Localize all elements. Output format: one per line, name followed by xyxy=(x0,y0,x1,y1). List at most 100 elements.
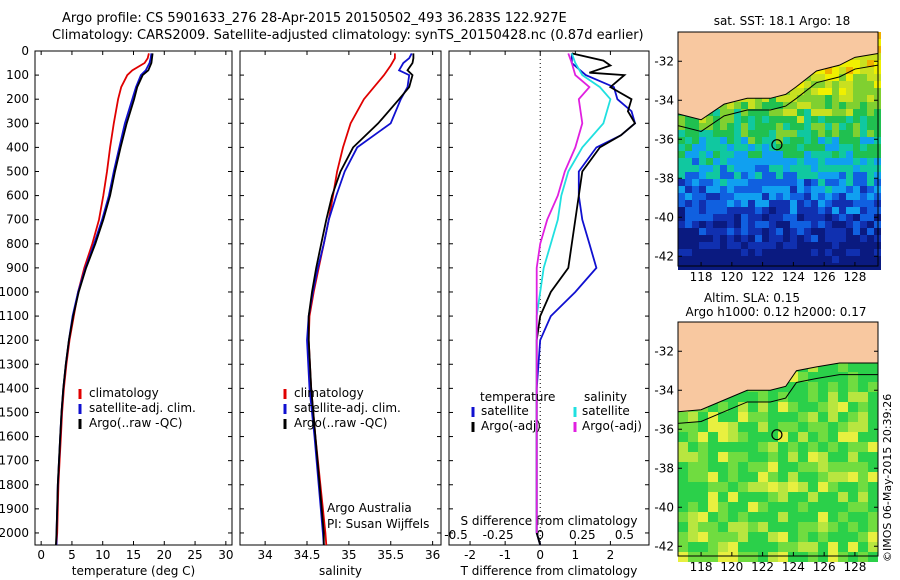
legend-label: satellite-adj. clim. xyxy=(294,401,401,415)
x-axis-label-difference: T difference from climatology xyxy=(460,564,638,578)
y-tick-label: 0 xyxy=(21,44,29,58)
map-y-tick-label: -42 xyxy=(654,249,674,263)
coastline xyxy=(677,52,879,121)
legend-title: temperature xyxy=(480,390,555,404)
x-tick-label-salinity: 34 xyxy=(257,548,272,562)
argo-position-marker xyxy=(771,429,783,441)
map-y-tick-label: -42 xyxy=(654,539,674,553)
y-tick-label: 300 xyxy=(6,116,29,130)
series-line-temperature-1 xyxy=(55,53,153,545)
x-tick-label-salinity: 35.5 xyxy=(377,548,404,562)
coastline xyxy=(677,362,878,413)
map-y-tick-label: -34 xyxy=(654,93,674,107)
legend-label: satellite xyxy=(582,404,630,418)
y-tick-label: 1000 xyxy=(0,285,29,299)
x-tick-label-s: 0 xyxy=(536,528,544,542)
x-tick-label-difference: 1 xyxy=(571,548,579,562)
x-tick-label-temperature: 25 xyxy=(187,548,202,562)
land-mass xyxy=(678,322,878,412)
series-line-difference-1 xyxy=(535,52,637,546)
climatology-subtitle: Climatology: CARS2009. Satellite-adjuste… xyxy=(52,28,644,43)
x-tick-label-temperature: 10 xyxy=(95,548,110,562)
y-tick-label: 500 xyxy=(6,164,29,178)
plot-frame-difference xyxy=(448,50,650,546)
x-tick-label-difference: -2 xyxy=(464,548,476,562)
x-tick-label-temperature: 30 xyxy=(218,548,233,562)
y-tick-label: 1500 xyxy=(0,405,29,419)
map-y-tick-label: -32 xyxy=(654,54,674,68)
map-y-tick-label: -38 xyxy=(654,171,674,185)
x-axis-label-salinity: salinity xyxy=(319,564,362,578)
annotation-line: Argo Australia xyxy=(327,501,412,515)
series-line-difference-0 xyxy=(535,53,637,546)
y-tick-label: 1700 xyxy=(0,454,29,468)
y-tick-label: 400 xyxy=(6,140,29,154)
map-x-tick-label: 126 xyxy=(813,560,836,574)
x-tick-label-s: -0.5 xyxy=(444,528,467,542)
map-frame xyxy=(677,31,879,267)
map-x-tick-label: 128 xyxy=(843,270,866,284)
plot-frame-salinity xyxy=(239,50,442,546)
map-sla-map: -32 -34 -36 -38 -40 -42 118 120 122 124 126 128 xyxy=(654,321,879,574)
y-tick-label: 600 xyxy=(6,189,29,203)
legend-label: climatology xyxy=(294,386,364,400)
x-tick-label-temperature: 0 xyxy=(37,548,45,562)
map-y-tick-label: -40 xyxy=(654,210,674,224)
y-tick-label: 1800 xyxy=(0,478,29,492)
y-tick-label: 1900 xyxy=(0,502,29,516)
map-x-tick-label: 128 xyxy=(843,560,866,574)
argo-position-marker xyxy=(771,139,783,151)
series-line-salinity-1 xyxy=(306,52,413,546)
y-tick-label: 200 xyxy=(6,92,29,106)
y-tick-label: 700 xyxy=(6,213,29,227)
series-line-temperature-0 xyxy=(55,53,150,546)
isobath-contour xyxy=(677,374,878,424)
legend-label: climatology xyxy=(89,386,159,400)
legend-label: Argo(..raw -QC) xyxy=(294,416,387,430)
x-axis-label-temperature: temperature (deg C) xyxy=(72,564,195,578)
map-y-tick-label: -40 xyxy=(654,500,674,514)
legend-label: satellite xyxy=(481,404,529,418)
y-tick-label: 1400 xyxy=(0,381,29,395)
legend-label: Argo(-adj) xyxy=(582,419,642,433)
map-y-tick-label: -36 xyxy=(654,422,674,436)
y-tick-label: 800 xyxy=(6,237,29,251)
map-x-tick-label: 120 xyxy=(720,560,743,574)
map-y-tick-label: -32 xyxy=(654,344,674,358)
x-tick-label-salinity: 35 xyxy=(341,548,356,562)
map-x-tick-label: 118 xyxy=(690,560,713,574)
x-tick-label-difference: 0 xyxy=(536,548,544,562)
map-x-tick-label: 122 xyxy=(751,270,774,284)
map-subtitle-sla: Argo h1000: 0.12 h2000: 0.17 xyxy=(686,305,867,319)
legend-title: salinity xyxy=(584,390,627,404)
map-y-tick-label: -36 xyxy=(654,132,674,146)
x-axis-label-s: S difference from climatology xyxy=(461,514,638,528)
x-tick-label-temperature: 5 xyxy=(68,548,76,562)
x-tick-label-salinity: 36 xyxy=(425,548,440,562)
map-x-tick-label: 124 xyxy=(782,560,805,574)
y-tick-label: 1300 xyxy=(0,357,29,371)
land-mass xyxy=(678,32,878,120)
series-line-temperature-2 xyxy=(55,53,154,546)
x-tick-label-difference: 2 xyxy=(607,548,615,562)
legend-label: satellite-adj. clim. xyxy=(89,401,196,415)
map-x-tick-label: 120 xyxy=(720,270,743,284)
map-title-sla: Altim. SLA: 0.15 xyxy=(704,291,800,305)
legend-label: Argo(-adj) xyxy=(481,419,541,433)
legend-label: Argo(..raw -QC) xyxy=(89,416,182,430)
x-tick-label-difference: -1 xyxy=(499,548,511,562)
map-x-tick-label: 126 xyxy=(813,270,836,284)
map-y-tick-label: -38 xyxy=(654,461,674,475)
y-tick-label: 900 xyxy=(6,261,29,275)
x-tick-label-s: 0.5 xyxy=(615,528,634,542)
map-frame xyxy=(677,321,879,557)
map-x-tick-label: 118 xyxy=(690,270,713,284)
y-tick-label: 100 xyxy=(6,68,29,82)
y-tick-label: 1100 xyxy=(0,309,29,323)
x-tick-label-s: -0.25 xyxy=(483,528,514,542)
map-y-tick-label: -34 xyxy=(654,383,674,397)
x-tick-label-salinity: 34.5 xyxy=(294,548,321,562)
x-tick-label-temperature: 15 xyxy=(126,548,141,562)
map-title-sst: sat. SST: 18.1 Argo: 18 xyxy=(714,14,851,28)
